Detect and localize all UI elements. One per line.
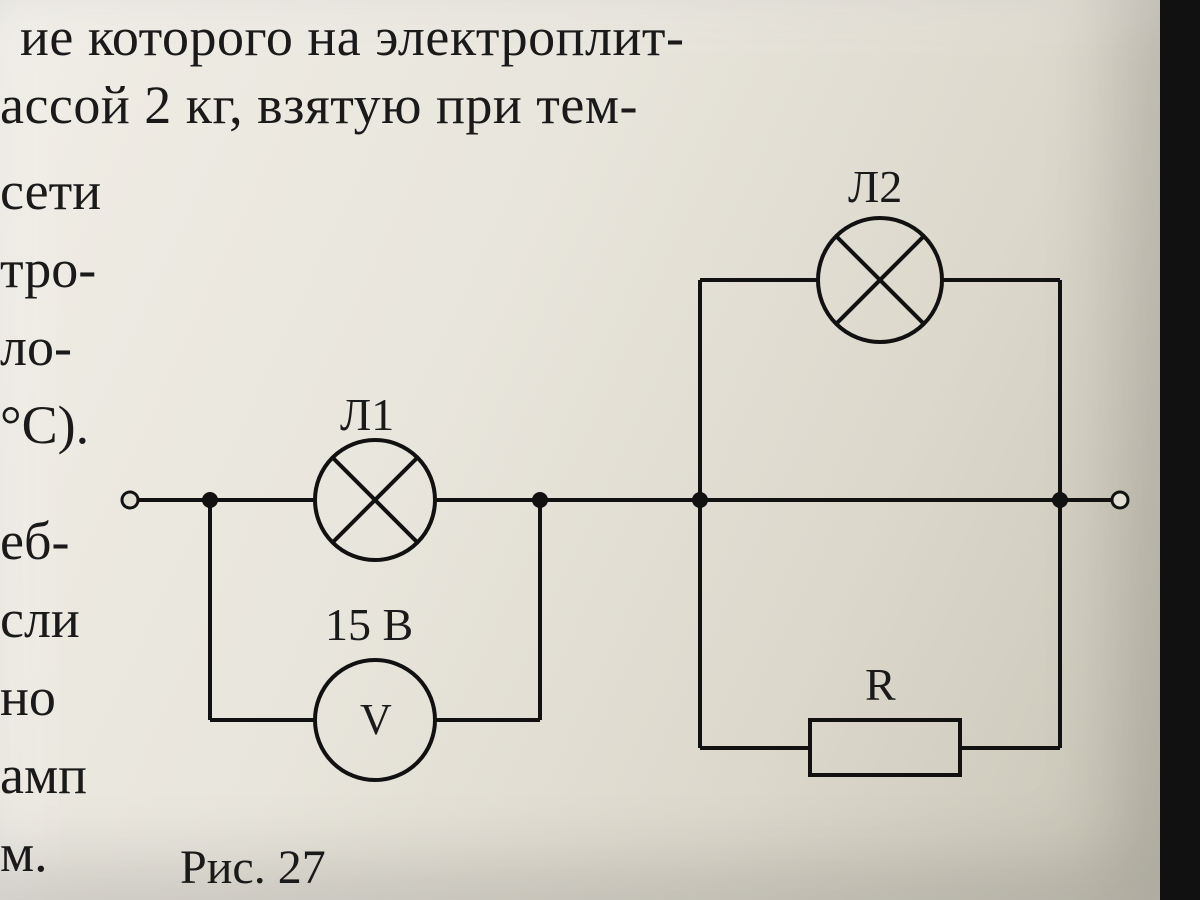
resistor-icon: [810, 720, 960, 775]
photo-dark-edge: [1160, 0, 1200, 900]
voltmeter-branch: [210, 500, 540, 780]
lamp2-branch: [700, 218, 1060, 500]
circuit-diagram: [0, 0, 1160, 900]
lamp2-icon: [818, 218, 942, 342]
lamp1-icon: [315, 440, 435, 560]
textbook-page: ие которого на электроплит- ассой 2 кг, …: [0, 0, 1160, 900]
voltmeter-icon: [315, 660, 435, 780]
resistor-branch: [700, 500, 1060, 775]
terminal-left: [122, 492, 138, 508]
terminal-right: [1112, 492, 1128, 508]
